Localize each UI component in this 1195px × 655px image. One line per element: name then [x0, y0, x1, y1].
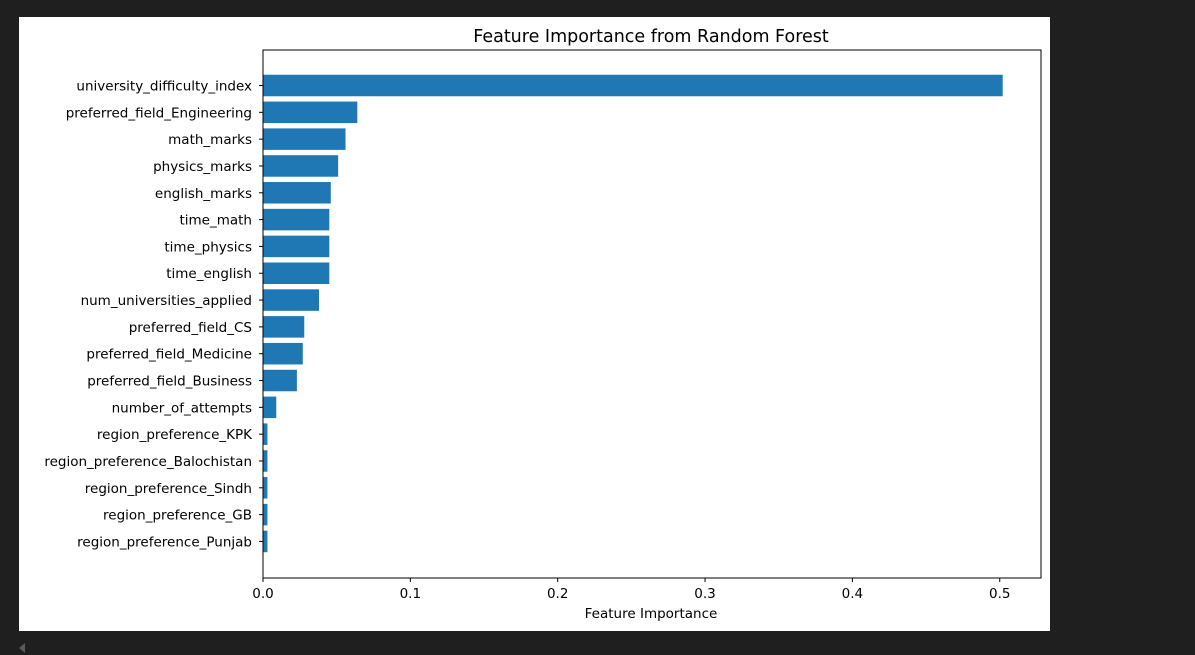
bar-time_physics — [263, 235, 330, 258]
y-tick-label: preferred_field_Medicine — [86, 347, 252, 363]
y-tick-label: region_preference_Balochistan — [44, 454, 252, 470]
y-tick-label: region_preference_Punjab — [77, 534, 252, 550]
y-tick-label: time_physics — [164, 239, 252, 255]
y-tick-label: preferred_field_CS — [129, 320, 252, 336]
y-tick-label: english_marks — [155, 186, 252, 202]
y-tick-label: time_math — [179, 213, 252, 229]
y-tick-label: preferred_field_Engineering — [66, 105, 252, 121]
bar-preferred_field_CS — [263, 316, 305, 338]
x-tick-layer: 0.0 0.1 0.2 0.3 0.4 0.5 — [252, 578, 1010, 602]
y-tick-label: physics_marks — [153, 159, 252, 175]
y-tick-label: region_preference_KPK — [97, 427, 253, 443]
y-tick-label: time_english — [166, 266, 252, 282]
feature-importance-chart: Feature Importance from Random Forest un… — [44, 27, 1042, 622]
bars-layer — [263, 74, 1003, 553]
y-tick-layer: university_difficulty_index preferred_fie… — [44, 79, 263, 550]
x-tick-label: 0.2 — [547, 586, 568, 602]
bar-physics_marks — [263, 155, 339, 177]
bar-math_marks — [263, 128, 346, 150]
bar-num_universities_applied — [263, 289, 319, 311]
bar-region_preference_Sindh — [263, 477, 268, 499]
bar-university_difficulty_index — [263, 74, 1003, 97]
scroll-left-icon[interactable] — [19, 643, 25, 653]
y-tick-label: num_universities_applied — [81, 293, 252, 309]
x-tick-label: 0.3 — [694, 586, 715, 602]
x-axis-label: Feature Importance — [585, 606, 718, 622]
y-tick-label: preferred_field_Business — [87, 374, 252, 390]
y-tick-label: math_marks — [168, 132, 252, 148]
chart-title: Feature Importance from Random Forest — [473, 27, 829, 47]
bar-preferred_field_Engineering — [263, 101, 358, 124]
bar-number_of_attempts — [263, 396, 277, 419]
bar-time_english — [263, 262, 330, 284]
bar-english_marks — [263, 182, 331, 204]
plot-frame — [262, 49, 1042, 579]
x-tick-label: 0.4 — [842, 586, 863, 602]
bar-region_preference_Balochistan — [263, 450, 268, 472]
bar-preferred_field_Medicine — [263, 342, 303, 365]
chart-figure: Feature Importance from Random Forest un… — [19, 17, 1050, 631]
x-tick-label: 0.5 — [989, 586, 1010, 602]
y-tick-label: region_preference_GB — [103, 508, 252, 524]
bar-region_preference_KPK — [263, 423, 268, 445]
bar-preferred_field_Business — [263, 369, 297, 392]
y-tick-label: university_difficulty_index — [76, 79, 252, 95]
bar-time_math — [263, 208, 330, 231]
x-tick-label: 0.1 — [400, 586, 421, 602]
bar-region_preference_Punjab — [263, 530, 268, 553]
y-tick-label: number_of_attempts — [112, 400, 252, 416]
y-tick-label: region_preference_Sindh — [85, 481, 252, 497]
x-tick-label: 0.0 — [252, 586, 273, 602]
bar-region_preference_GB — [263, 503, 268, 526]
